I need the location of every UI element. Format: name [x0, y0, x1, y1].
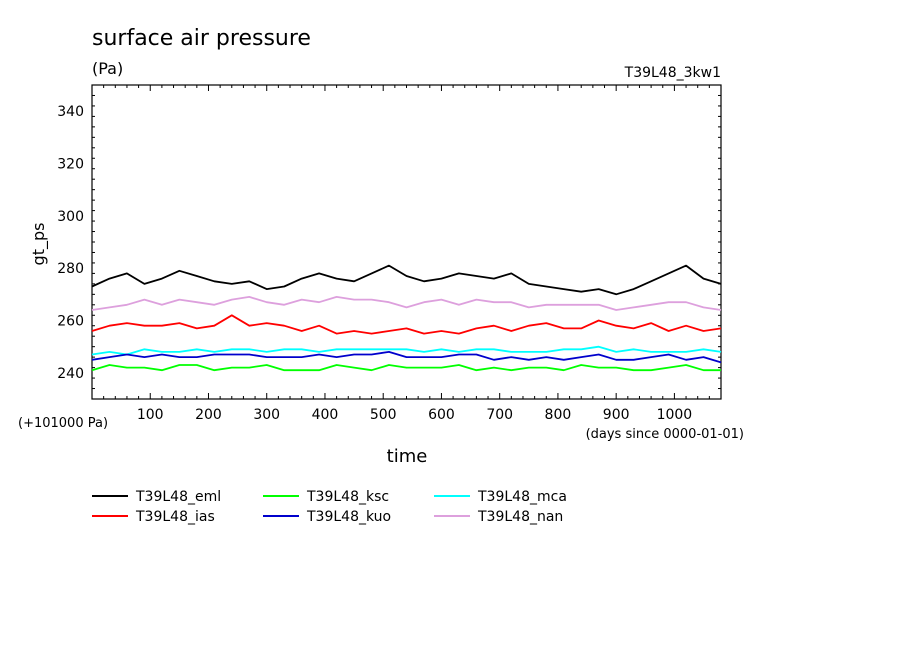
y-tick-label: 300	[57, 209, 84, 225]
y-tick-label: 340	[57, 104, 84, 120]
y-tick-label: 320	[57, 157, 84, 173]
x-tick-label: 800	[545, 407, 572, 423]
x-tick-label: 300	[253, 407, 280, 423]
series-line-t39l48-eml	[91, 264, 722, 296]
series-line-t39l48-nan	[91, 295, 722, 311]
series-line-t39l48-kuo	[91, 350, 722, 364]
run-label: T39L48_3kw1	[624, 65, 721, 81]
x-tick-label: 100	[137, 407, 164, 423]
series-line-t39l48-mca	[91, 345, 722, 356]
y-axis-label: gt_ps	[29, 223, 49, 266]
series-line-t39l48-ksc	[91, 364, 721, 372]
legend-label: T39L48_kuo	[306, 509, 391, 525]
y-tick-label: 240	[57, 366, 84, 382]
series-line-t39l48-ias	[91, 314, 722, 335]
y-axis-ticks: 240 260 280 300 320 340	[57, 84, 721, 400]
x-axis-label: time	[387, 446, 428, 467]
units-label: (Pa)	[92, 59, 123, 78]
legend: T39L48_eml T39L48_ksc T39L48_mca T39L48_ias…	[92, 489, 567, 525]
chart-title: surface air pressure	[92, 26, 311, 51]
x-tick-label: 700	[486, 407, 513, 423]
series-lines	[91, 264, 722, 372]
x-tick-label: 1000	[657, 407, 693, 423]
offset-note: (+101000 Pa)	[18, 416, 108, 431]
x-units-note: (days since 0000-01-01)	[586, 427, 744, 442]
plot-frame	[91, 84, 722, 400]
x-tick-label: 900	[603, 407, 630, 423]
legend-label: T39L48_ksc	[306, 489, 389, 505]
y-tick-label: 280	[57, 261, 84, 277]
legend-label: T39L48_eml	[135, 489, 221, 505]
y-tick-label: 260	[57, 314, 84, 330]
x-tick-label: 500	[370, 407, 397, 423]
x-axis-ticks: 100 200 300 400 500 600 700 800 900 1000	[103, 85, 710, 423]
legend-label: T39L48_ias	[135, 509, 215, 525]
x-tick-label: 400	[312, 407, 339, 423]
legend-label: T39L48_mca	[477, 489, 567, 505]
x-tick-label: 600	[428, 407, 455, 423]
x-tick-label: 200	[195, 407, 222, 423]
legend-label: T39L48_nan	[477, 509, 563, 525]
